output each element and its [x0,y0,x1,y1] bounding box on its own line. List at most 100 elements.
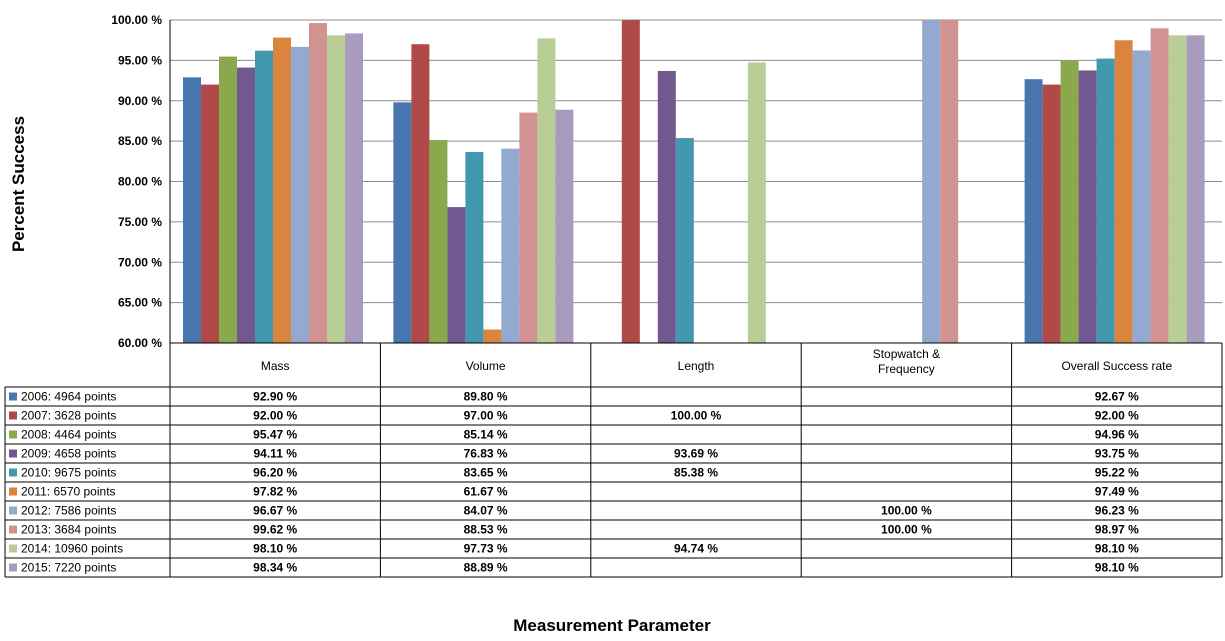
legend-key [9,506,17,515]
legend-key [9,487,17,496]
data-label: 100.00 % [881,523,932,537]
y-tick-label: 80.00 % [118,175,162,189]
bar [621,20,640,343]
x-axis-title: Measurement Parameter [513,616,711,635]
legend-key [9,544,17,553]
data-label: 100.00 % [881,504,932,518]
bar [1024,79,1043,343]
bar [922,20,941,343]
bar [555,109,574,343]
legend-key [9,392,17,401]
data-label: 92.90 % [253,390,297,404]
legend-key [9,563,17,572]
data-label: 97.00 % [464,409,508,423]
category-label: Volume [466,359,506,373]
bar [309,23,327,343]
data-label: 98.10 % [1095,561,1139,575]
y-tick-label: 95.00 % [118,53,162,67]
category-label: Stopwatch & Frequency [873,347,940,376]
bar [501,148,520,343]
data-label: 92.67 % [1095,390,1139,404]
bar [291,46,309,344]
series-name: 2006: 4964 points [21,390,116,404]
bar [327,35,345,343]
y-axis-title: Percent Success [9,116,28,252]
bar [1150,28,1169,343]
data-label: 94.11 % [254,447,298,461]
data-label: 88.89 % [464,561,508,575]
plot-area: 60.00 % 65.00 % 70.00 % 75.00 % 80.00 % 85.00… [111,13,1222,350]
data-label: 93.75 % [1095,447,1139,461]
data-label: 99.62 % [253,523,297,537]
series-name: 2013: 3684 points [21,523,116,537]
series-name: 2014: 10960 points [21,542,123,556]
data-label: 98.10 % [1095,542,1139,556]
bar [237,67,255,343]
bar [255,50,273,344]
bar [219,56,237,344]
data-label: 95.22 % [1095,466,1139,480]
bar [465,152,484,343]
data-label: 97.73 % [464,542,508,556]
data-label: 95.47 % [253,428,297,442]
series-name: 2009: 4658 points [21,447,116,461]
data-label: 97.82 % [253,485,297,499]
bar [447,207,466,343]
series-name: 2007: 3628 points [21,409,116,423]
data-label: 96.67 % [253,504,297,518]
data-label: 98.34 % [253,561,297,575]
legend-key [9,430,17,439]
bar [1096,58,1115,343]
series-name: 2011: 6570 points [21,485,116,499]
bar [747,62,766,344]
data-label: 85.14 % [464,428,508,442]
series-name: 2015: 7220 points [21,561,116,575]
category-label: Overall Success rate [1061,359,1172,373]
category-label: Length [678,359,715,373]
series-name: 2012: 7586 points [21,504,116,518]
data-label: 96.23 % [1095,504,1139,518]
bar [183,77,201,344]
bar [393,102,412,344]
bar [345,33,363,343]
data-label: 84.07 % [464,504,508,518]
series-name: 2008: 4464 points [21,428,116,442]
data-label: 76.83 % [464,447,508,461]
data-label: 96.20 % [253,466,297,480]
data-label: 97.49 % [1095,485,1139,499]
bar [273,37,291,343]
data-label: 98.97 % [1095,523,1139,537]
bar [940,20,959,343]
bar [537,38,556,343]
legend-key [9,411,17,420]
legend-key [9,449,17,458]
bar [657,70,676,343]
data-label: 61.67 % [464,485,508,499]
bar [675,138,694,343]
bar [1078,70,1097,343]
bar [1060,60,1079,344]
bar [411,44,430,343]
data-label: 94.96 % [1095,428,1139,442]
y-tick-label: 65.00 % [118,296,162,310]
data-label: 85.38 % [674,466,718,480]
series-name: 2010: 9675 points [21,466,116,480]
y-tick-label: 75.00 % [118,215,162,229]
legend-key [9,525,17,534]
data-label: 93.69 % [674,447,718,461]
bar [1132,50,1151,343]
data-label: 83.65 % [464,466,508,480]
bar [519,112,538,344]
data-label: 89.80 % [464,390,508,404]
y-tick-label: 70.00 % [118,255,162,269]
data-table: Mass Volume Length Stopwatch & Frequency Over… [4,342,1223,578]
data-label: 94.74 % [674,542,718,556]
data-label: 88.53 % [464,523,508,537]
data-label: 92.00 % [1095,409,1139,423]
data-label: 98.10 % [253,542,297,556]
bar [201,84,219,343]
category-label: Mass [261,359,290,373]
bar [1114,40,1133,343]
bar [429,139,448,343]
